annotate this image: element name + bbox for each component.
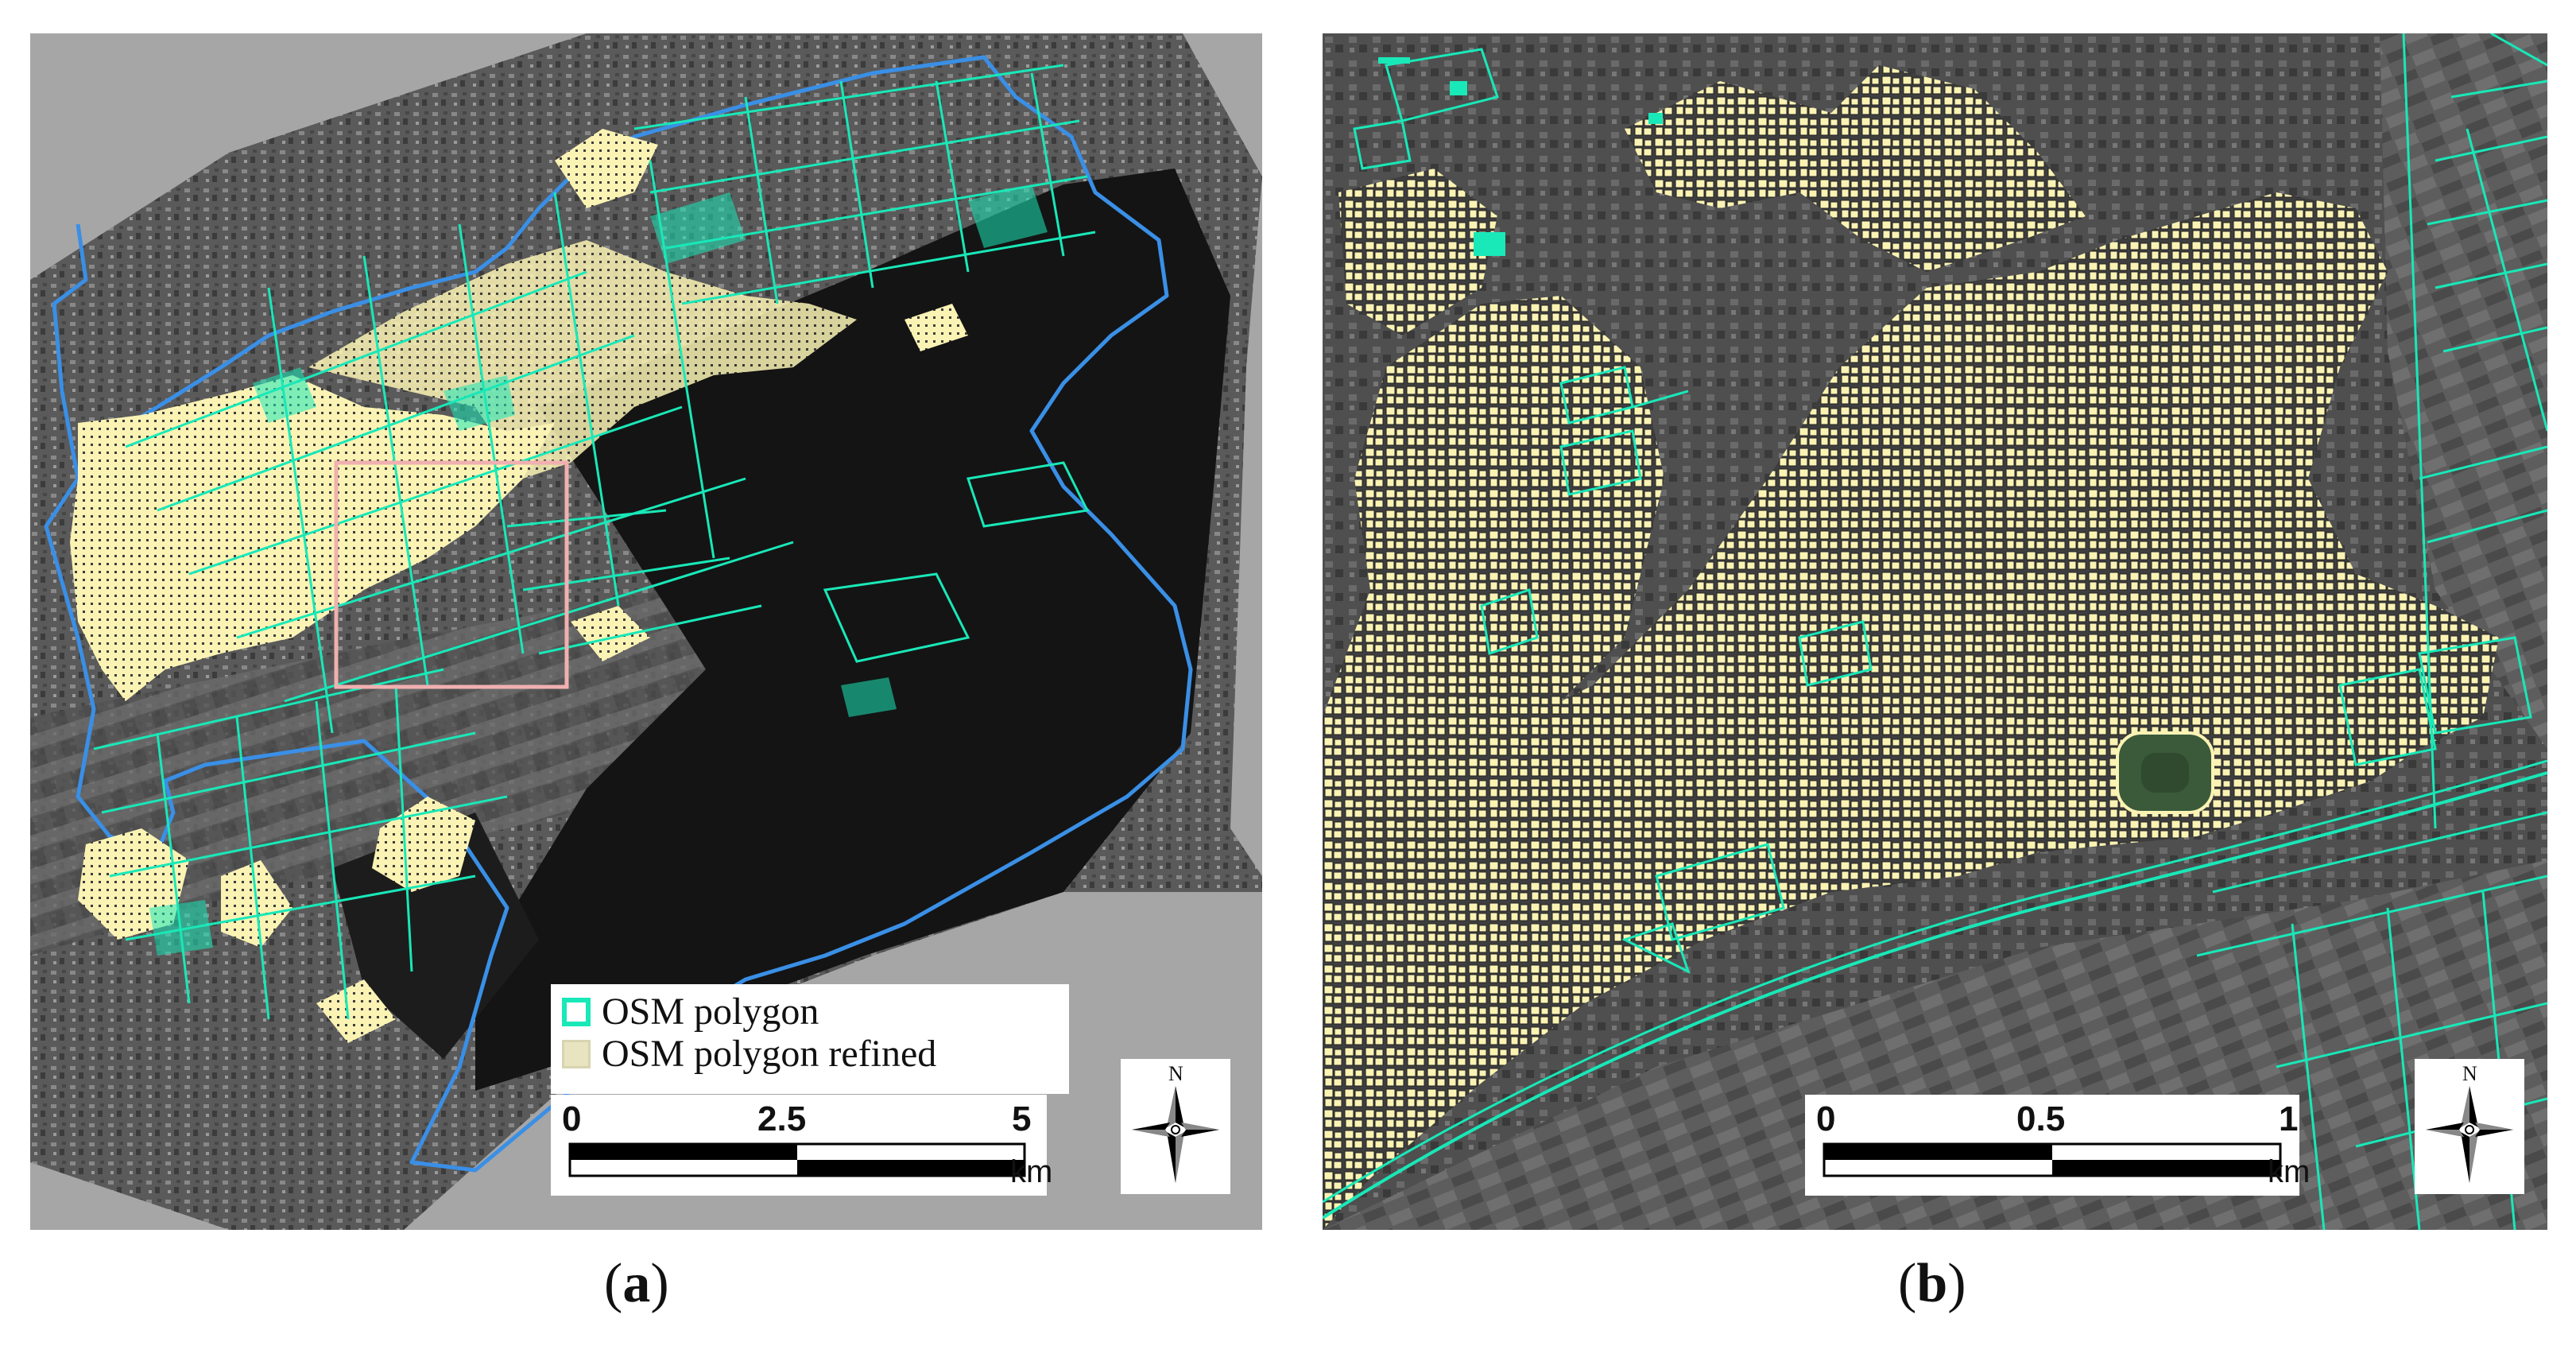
- refined-building-footprints: [1323, 192, 2499, 1230]
- north-arrow-icon: [1132, 1086, 1219, 1183]
- caption-letter: a: [622, 1253, 651, 1314]
- scale-tick-label: 0: [1816, 1099, 1836, 1138]
- refined-building-footprints-north: [1625, 65, 2086, 272]
- north-arrow-box: N: [1121, 1059, 1230, 1194]
- forest-area: [475, 169, 1230, 1091]
- legend-label: OSM polygon: [602, 991, 819, 1033]
- map-panel-a: OSM polygon OSM polygon refined 0 2.5 5 …: [30, 33, 1262, 1230]
- map-b-canvas: [1323, 33, 2547, 1230]
- river-channel-2: [1323, 759, 2547, 1204]
- map-a-canvas: [30, 33, 1262, 1230]
- scale-bar: 0 0.5 1 km: [1805, 1095, 2310, 1196]
- north-label: N: [1168, 1062, 1183, 1085]
- agricultural-fields-east: [2380, 33, 2547, 749]
- legend-label: OSM polygon refined: [602, 1033, 937, 1075]
- scale-unit: km: [2268, 1154, 2311, 1189]
- scale-tick-label: 0.5: [2016, 1099, 2066, 1138]
- osm-polygons-a: [93, 64, 1096, 1020]
- river-channel: [1323, 771, 2547, 1220]
- osm-building-blocks: [1378, 57, 1663, 256]
- scale-tick-label: 2.5: [757, 1099, 807, 1138]
- map-legend: OSM polygon OSM polygon refined: [551, 984, 1069, 1094]
- legend-item-osm-polygon-refined: OSM polygon refined: [562, 1033, 1058, 1075]
- caption-b: (b): [1898, 1253, 1966, 1314]
- refined-polygons-a: [70, 129, 968, 1043]
- inset-extent-box: [334, 460, 569, 689]
- osm-polygon-clusters-a: [149, 184, 1048, 956]
- scale-tick-label: 5: [1012, 1099, 1032, 1138]
- caption-a: (a): [604, 1253, 669, 1314]
- legend-swatch-outline: [562, 997, 591, 1026]
- scale-bar: 0 2.5 5 km: [551, 1095, 1052, 1196]
- legend-swatch-fill: [562, 1039, 591, 1068]
- scale-tick-label: 0: [562, 1099, 582, 1138]
- caption-letter: b: [1916, 1253, 1948, 1314]
- scale-unit: km: [1010, 1154, 1053, 1189]
- scale-bar-graphic: [1823, 1142, 2282, 1177]
- legend-item-osm-polygon: OSM polygon: [562, 991, 1058, 1033]
- north-arrow-box: N: [2415, 1059, 2524, 1194]
- agricultural-fields: [30, 558, 825, 956]
- stadium: [2116, 731, 2214, 814]
- north-label: N: [2462, 1062, 2477, 1085]
- scale-bar-graphic: [568, 1142, 1026, 1177]
- north-arrow-icon: [2426, 1086, 2513, 1183]
- scale-tick-label: 1: [2279, 1099, 2299, 1138]
- map-panel-b: 0 0.5 1 km N: [1323, 33, 2547, 1230]
- refined-building-footprints-west: [1338, 169, 1497, 335]
